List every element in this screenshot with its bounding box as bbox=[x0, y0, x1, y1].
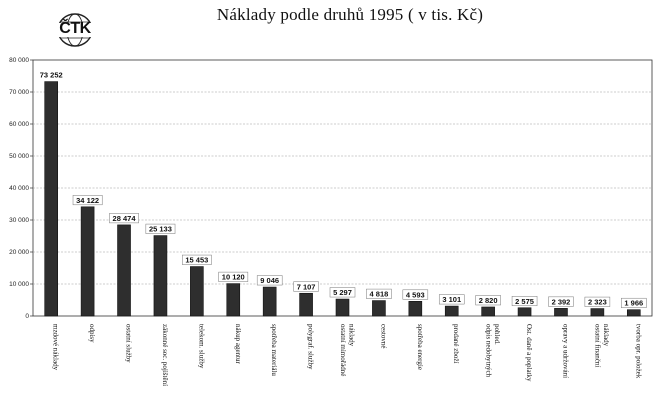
value-label-box bbox=[218, 271, 249, 282]
value-label-box bbox=[366, 288, 392, 299]
logo-text: ČTK bbox=[59, 20, 91, 37]
value-label: 2 820 bbox=[479, 296, 498, 305]
category-label: zákonné soc. pojištění bbox=[161, 324, 169, 386]
bar bbox=[117, 224, 131, 317]
value-label-box bbox=[145, 223, 176, 234]
value-label-box bbox=[109, 213, 139, 224]
chart-title: Náklady podle druhů 1995 ( v tis. Kč) bbox=[216, 5, 484, 24]
y-tick-label: 20 000 bbox=[9, 249, 29, 256]
category-label: náklady bbox=[347, 324, 355, 347]
bar bbox=[626, 309, 641, 317]
value-label-box bbox=[402, 289, 429, 300]
category-labels: mzdové náklady odpisy ostatní služby zákonn… bbox=[52, 324, 643, 386]
bar bbox=[335, 298, 350, 317]
value-label: 15 453 bbox=[185, 256, 208, 265]
value-label: 2 392 bbox=[552, 297, 571, 306]
value-label-box bbox=[475, 295, 501, 306]
value-label-box bbox=[511, 296, 538, 307]
value-label-box bbox=[621, 297, 647, 308]
category-label: odpis nedobytných bbox=[484, 324, 492, 378]
value-label: 4 818 bbox=[370, 290, 389, 299]
bar bbox=[481, 306, 495, 317]
bar bbox=[408, 301, 423, 317]
category-label: odpisy bbox=[88, 324, 96, 343]
value-label-box bbox=[36, 70, 66, 80]
value-label-box bbox=[72, 195, 103, 206]
category-label: polygraf. služby bbox=[307, 324, 315, 370]
value-label-box bbox=[256, 275, 283, 286]
bar bbox=[372, 300, 386, 317]
value-label-box bbox=[329, 287, 356, 298]
y-tick-label: 0 bbox=[25, 313, 29, 320]
bars bbox=[44, 81, 641, 317]
value-label-box bbox=[584, 296, 611, 307]
bar bbox=[262, 286, 277, 317]
y-tick-label: 60 000 bbox=[9, 121, 29, 128]
ctk-logo: ČTK bbox=[52, 12, 98, 48]
bar bbox=[299, 292, 313, 317]
y-tick-label: 10 000 bbox=[9, 281, 29, 288]
y-tick-label: 80 000 bbox=[9, 57, 29, 64]
category-label: pohled. bbox=[493, 324, 501, 345]
y-tick-label: 30 000 bbox=[9, 217, 29, 224]
globe-icon bbox=[54, 13, 96, 47]
bar bbox=[153, 235, 168, 317]
category-label: nákup agentur bbox=[234, 324, 242, 365]
value-label: 9 046 bbox=[260, 276, 279, 285]
value-label: 10 120 bbox=[222, 273, 245, 282]
y-tick-label: 50 000 bbox=[9, 153, 29, 160]
category-label: spotřeba materiálu bbox=[270, 324, 278, 376]
y-axis: 0 10 000 20 000 30 000 40 000 50 000 60 000 70 … bbox=[9, 57, 33, 320]
bar bbox=[80, 206, 95, 317]
value-label: 25 133 bbox=[149, 225, 172, 234]
category-label: tvorba opr. položek bbox=[634, 324, 642, 379]
bar bbox=[590, 308, 605, 317]
value-label: 28 474 bbox=[113, 214, 137, 223]
value-label-box bbox=[438, 294, 465, 305]
value-label: 2 323 bbox=[588, 298, 607, 307]
value-label: 34 122 bbox=[76, 196, 99, 205]
category-label: spotřeba energie bbox=[416, 324, 424, 370]
bar bbox=[44, 81, 59, 317]
value-label: 73 252 bbox=[40, 71, 63, 80]
value-label: 3 101 bbox=[442, 295, 461, 304]
category-label: cestovné bbox=[379, 324, 387, 349]
value-label-box bbox=[182, 254, 212, 265]
value-labels: 73 252 34 122 28 474 25 133 15 453 10 120 9 04… bbox=[36, 70, 647, 308]
category-label: opravy a udržování bbox=[561, 324, 569, 378]
category-label: Ost. daně a poplatky bbox=[525, 324, 533, 382]
category-label: ostatní mimořádné bbox=[339, 324, 347, 376]
category-label: ostatní služby bbox=[125, 324, 133, 363]
bar bbox=[190, 266, 204, 317]
value-label: 5 297 bbox=[333, 288, 352, 297]
value-label-box bbox=[293, 281, 319, 292]
y-tick-label: 40 000 bbox=[9, 185, 29, 192]
bar bbox=[444, 305, 459, 317]
value-label: 7 107 bbox=[297, 282, 316, 291]
value-label: 2 575 bbox=[515, 297, 534, 306]
value-label: 1 966 bbox=[624, 299, 643, 308]
bar bbox=[517, 307, 532, 317]
value-label: 4 593 bbox=[406, 290, 425, 299]
category-label: ostatní finanční bbox=[594, 324, 602, 367]
grid-lines bbox=[32, 59, 653, 317]
bar bbox=[226, 283, 241, 317]
category-label: prodané zboží bbox=[452, 324, 460, 364]
category-label: mzdové náklady bbox=[52, 324, 60, 371]
value-label-box bbox=[548, 296, 574, 307]
category-label: náklady bbox=[602, 324, 610, 347]
bar bbox=[554, 308, 568, 317]
y-tick-label: 70 000 bbox=[9, 89, 29, 96]
category-label: telekom. služby bbox=[197, 324, 205, 369]
